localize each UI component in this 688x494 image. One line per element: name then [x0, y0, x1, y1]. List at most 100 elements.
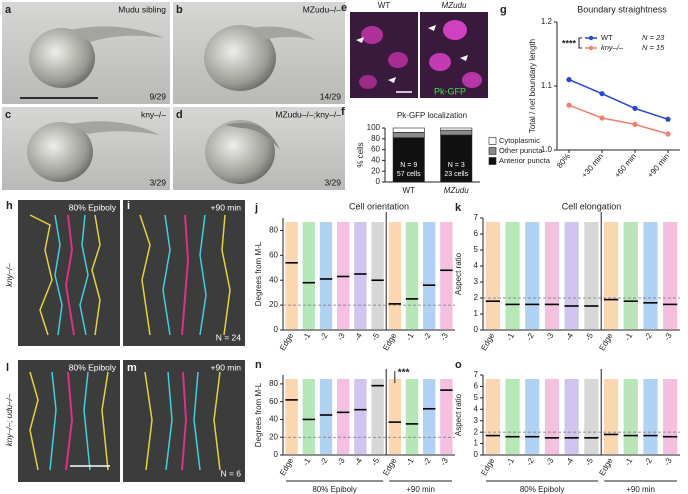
point-cloud — [623, 222, 638, 329]
y-tick-label: 3 — [474, 277, 479, 286]
x-tick-label: -5 — [584, 331, 596, 342]
x-tick-label: -5 — [370, 456, 382, 467]
y-tick-label: 0 — [474, 325, 479, 334]
point-cloud — [663, 222, 678, 329]
point-cloud — [603, 222, 619, 329]
outline — [29, 371, 109, 471]
point-cloud — [643, 379, 658, 454]
embryo — [204, 25, 276, 91]
outline — [65, 371, 74, 471]
point-cloud — [564, 222, 579, 329]
x-tick-label: +60 min — [613, 152, 638, 180]
x-tick-label: -2 — [524, 456, 536, 467]
y-tick-label: 40 — [269, 275, 278, 284]
pk-gfp-images — [350, 12, 488, 98]
x-tick-label: -5 — [584, 456, 596, 467]
bar-segment — [392, 127, 425, 133]
point-cloud — [505, 222, 520, 329]
panel-label: f — [341, 106, 345, 118]
y-axis-label: Degrees from M-L — [254, 241, 263, 306]
count: 3/29 — [149, 177, 166, 187]
x-tick-label: -3 — [544, 331, 556, 342]
x-tick-label: Edge — [381, 456, 398, 477]
x-tick-label: Edge — [597, 331, 614, 352]
x-tick-label: -3 — [662, 456, 674, 467]
x-tick-label: -3 — [544, 456, 556, 467]
x-tick-label: Edge — [479, 456, 496, 477]
nucleus — [429, 53, 451, 71]
x-tick-label: -1 — [301, 331, 313, 342]
bar-segment — [392, 132, 425, 139]
x-tick-label: -3 — [335, 456, 347, 467]
stage: +90 min — [211, 362, 242, 372]
y-tick-label: 100 — [367, 123, 381, 132]
x-tick-label: -2 — [318, 331, 330, 342]
y-tick-label: 60 — [269, 250, 278, 259]
x-tick-label: +30 min — [580, 152, 605, 180]
point-cloud — [388, 379, 401, 454]
x-tick-label: -2 — [524, 331, 536, 342]
y-tick-label: 0 — [474, 450, 479, 459]
genotype: kny–/– — [141, 109, 166, 119]
embryo-tail — [70, 26, 165, 42]
panel-label: h — [6, 200, 13, 212]
x-tick-label: -4 — [564, 331, 576, 342]
outline — [139, 214, 231, 336]
embryo-tail — [250, 26, 315, 40]
x-tick-label: -1 — [623, 456, 635, 467]
point-cloud — [525, 379, 540, 454]
point — [599, 115, 605, 121]
panel-label: d — [176, 109, 183, 121]
bar-segment — [440, 134, 473, 183]
point-cloud — [354, 379, 367, 454]
point — [665, 116, 671, 122]
x-tick-label: -1 — [505, 456, 517, 467]
x-tick-label: Edge — [278, 331, 295, 352]
y-tick-label: 0 — [274, 325, 279, 334]
panel-label: a — [5, 4, 12, 16]
point-cloud — [354, 222, 367, 329]
x-tick-label: Edge — [479, 331, 496, 352]
chart-title: Boundary straightness — [577, 4, 667, 14]
legend-swatch — [488, 137, 497, 145]
y-tick-label: 0 — [274, 450, 279, 459]
embryo — [29, 28, 95, 88]
x-tick-label: WT — [403, 186, 416, 195]
outline — [144, 371, 221, 471]
y-axis-label: % cells — [356, 142, 365, 167]
series-line — [568, 104, 669, 135]
x-tick-label: -2 — [421, 456, 433, 467]
point-cloud — [544, 222, 560, 329]
y-tick-label: 7 — [474, 213, 479, 222]
x-tick-label: +90 min — [646, 152, 671, 180]
embryo — [205, 120, 275, 184]
bar-segment — [440, 129, 473, 136]
genotype: MZudu–/–;kny–/– — [275, 109, 341, 119]
embryo-images — [2, 2, 345, 190]
y-tick-label: 20 — [371, 166, 380, 175]
nucleus — [388, 52, 408, 68]
point-cloud — [525, 222, 540, 329]
x-tick-label: -2 — [421, 331, 433, 342]
group-label: 80% Epiboly — [312, 485, 356, 494]
y-tick-label: 6 — [474, 382, 479, 391]
y-tick-label: 80 — [269, 226, 278, 235]
y-tick-label: 20 — [269, 300, 278, 309]
point-cloud — [423, 379, 436, 454]
y-tick-label: 80 — [371, 134, 380, 143]
significance-bracket — [578, 37, 582, 49]
point-cloud — [319, 222, 333, 329]
legend-n: N = 23 — [642, 33, 665, 42]
chart-title: Cell elongation — [562, 201, 622, 211]
chart-title: Cell orientation — [349, 201, 409, 211]
image-title: MZudu — [442, 1, 467, 10]
y-tick-label: 60 — [371, 145, 380, 154]
y-tick-label: 60 — [269, 397, 278, 406]
y-tick-label: 7 — [474, 370, 479, 379]
point-cloud — [285, 222, 298, 329]
point-cloud — [505, 379, 520, 454]
y-tick-label: 1 — [474, 439, 479, 448]
nucleus — [361, 26, 383, 44]
point-cloud — [643, 222, 658, 329]
